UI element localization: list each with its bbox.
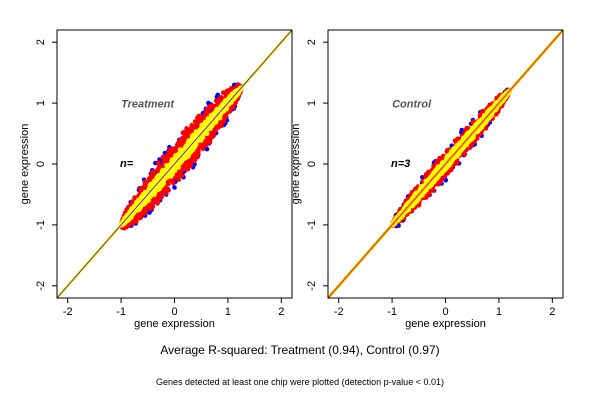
treatment-point-red — [138, 187, 143, 193]
treatment-point-red — [186, 163, 192, 169]
treatment-point-red — [204, 106, 210, 112]
treatment-reference-line-inner — [57, 30, 292, 298]
treatment-point-red — [169, 146, 175, 151]
treatment-y-tick-label: -2 — [35, 281, 47, 291]
treatment-point-red — [206, 136, 212, 141]
treatment-point-yellow — [206, 117, 212, 123]
treatment-point-yellow — [165, 164, 170, 170]
treatment-n-label: n= — [120, 158, 134, 170]
treatment-point-red — [221, 90, 226, 95]
treatment-point-red — [171, 181, 176, 186]
treatment-point-red — [166, 188, 171, 193]
treatment-point-yellow — [185, 154, 191, 159]
treatment-point-red — [216, 125, 221, 130]
treatment-point-red — [191, 158, 197, 163]
treatment-point-red — [148, 201, 153, 207]
treatment-y-tick-label: 2 — [35, 39, 47, 45]
treatment-point-red — [179, 167, 184, 173]
treatment-point-red — [212, 126, 217, 132]
treatment-point-red — [156, 160, 161, 165]
treatment-point-yellow — [157, 185, 163, 190]
treatment-point-yellow — [170, 158, 175, 164]
treatment-point-red — [207, 104, 213, 109]
treatment-point-blue — [204, 146, 210, 152]
treatment-x-tick-label: -1 — [116, 306, 126, 318]
treatment-point-red — [132, 195, 137, 200]
treatment-panel: -2 -1 0 1 2 -2 -1 0 1 2 gene expression gene expres… — [19, 29, 293, 330]
treatment-point-red — [176, 177, 182, 182]
treatment-point-red — [203, 140, 209, 146]
treatment-point-red — [180, 130, 186, 135]
treatment-point-red — [148, 176, 153, 182]
treatment-point-red — [152, 198, 158, 203]
treatment-point-red — [194, 151, 199, 156]
treatment-point-yellow — [176, 163, 182, 168]
treatment-point-blue — [172, 185, 177, 190]
treatment-point-red — [218, 95, 223, 100]
treatment-x-tick-label: 2 — [278, 306, 284, 318]
treatment-x-tick-label: 0 — [171, 306, 177, 318]
treatment-y-tick-label: -1 — [35, 220, 47, 230]
treatment-point-red — [124, 224, 129, 230]
treatment-point-red — [161, 158, 166, 163]
treatment-point-yellow — [159, 169, 165, 175]
treatment-x-tick-label: 1 — [225, 306, 231, 318]
treatment-point-red — [157, 193, 162, 199]
treatment-point-blue — [232, 82, 237, 88]
treatment-panel-label: Treatment — [121, 98, 175, 110]
treatment-point-red — [181, 135, 186, 140]
treatment-y-tick-label: 0 — [35, 161, 47, 167]
treatment-point-red — [156, 164, 162, 170]
treatment-x-tick-label: -2 — [63, 306, 73, 318]
treatment-reference-line — [57, 30, 292, 298]
treatment-point-red — [150, 170, 156, 176]
treatment-point-red — [221, 119, 226, 124]
treatment-point-red — [224, 90, 230, 95]
treatment-y-tick-label: 1 — [35, 100, 47, 106]
treatment-point-red — [138, 215, 144, 220]
treatment-point-red — [194, 120, 200, 125]
treatment-y-axis-title: gene expression — [19, 124, 31, 205]
treatment-x-axis-title: gene expression — [134, 318, 215, 330]
treatment-point-red — [210, 134, 215, 140]
treatment-point-red — [161, 188, 166, 193]
treatment-point-red — [142, 208, 147, 214]
treatment-point-red — [189, 122, 194, 128]
